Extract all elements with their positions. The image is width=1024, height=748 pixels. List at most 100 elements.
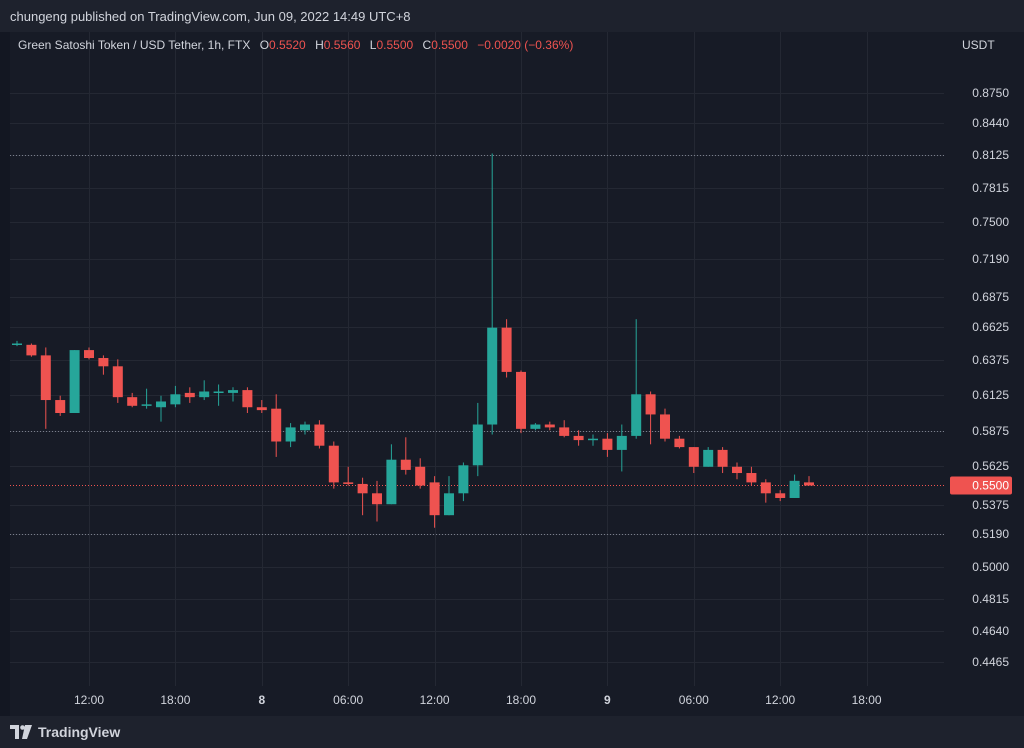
change-value: −0.0020 (−0.36%) xyxy=(477,38,574,52)
candle-body xyxy=(544,424,555,428)
candle-body xyxy=(141,404,152,406)
publisher-text: chungeng published on TradingView.com, J… xyxy=(10,9,411,24)
tradingview-logo[interactable]: TradingView xyxy=(10,724,120,740)
candle-body xyxy=(559,427,570,436)
candle-body xyxy=(127,397,138,406)
time-tick-label: 12:00 xyxy=(74,693,104,707)
candle-body xyxy=(688,447,699,467)
brand-name: TradingView xyxy=(38,724,121,740)
current-price-label: 0.5500 xyxy=(972,479,1009,493)
price-tick-label: 0.7500 xyxy=(972,215,1009,229)
low-value: 0.5500 xyxy=(376,38,414,52)
time-tick-label: 12:00 xyxy=(765,693,795,707)
candle-body xyxy=(602,438,613,450)
time-tick-label: 9 xyxy=(604,693,611,707)
symbol-legend: Green Satoshi Token / USD Tether, 1h, FT… xyxy=(18,38,573,52)
close-value: 0.5500 xyxy=(431,38,468,52)
price-tick-label: 0.5625 xyxy=(972,459,1009,473)
currency-unit-label: USDT xyxy=(962,38,995,52)
candle-body xyxy=(775,493,786,498)
candle-body xyxy=(746,473,757,483)
price-tick-label: 0.5375 xyxy=(972,498,1009,512)
symbol-title: Green Satoshi Token / USD Tether, 1h, FT… xyxy=(18,38,251,52)
chart-area[interactable]: 0.8750 0.8440 0.8125 0.7815 0.7500 0.7190 0.68… xyxy=(10,32,1024,716)
close-label: C xyxy=(422,38,432,52)
candle-body xyxy=(242,390,253,408)
high-value: 0.5560 xyxy=(323,38,361,52)
candle-body xyxy=(357,483,368,494)
candle-body xyxy=(170,394,181,405)
price-tick-label: 0.4815 xyxy=(972,592,1009,606)
price-tick-label: 0.8440 xyxy=(972,116,1009,130)
candle-body xyxy=(789,480,800,498)
candle-body xyxy=(98,358,109,367)
price-tick-label: 0.4465 xyxy=(972,655,1009,669)
candle-body xyxy=(256,407,267,411)
candle-body xyxy=(343,482,354,484)
candle-body xyxy=(228,390,238,393)
publisher-bar: chungeng published on TradingView.com, J… xyxy=(0,0,1024,32)
candle-body xyxy=(588,438,598,441)
low-label: L xyxy=(369,38,377,52)
candle-body xyxy=(386,459,397,505)
candle-body xyxy=(760,482,771,494)
current-price-badge xyxy=(950,476,1012,495)
candle-body xyxy=(271,408,282,442)
candle-body xyxy=(501,327,512,372)
candle-body xyxy=(631,394,642,436)
open-label: O xyxy=(259,38,270,52)
candle-body xyxy=(55,400,66,413)
candle-body xyxy=(84,350,94,359)
candle-body xyxy=(112,366,123,398)
candle-body xyxy=(12,343,22,345)
candle-body xyxy=(199,391,210,398)
candle-body xyxy=(573,435,584,441)
candle-body xyxy=(732,466,742,474)
candle-body xyxy=(328,445,339,483)
price-tick-label: 0.6375 xyxy=(972,353,1009,367)
candle-body xyxy=(516,371,526,429)
candle-body xyxy=(300,424,310,431)
price-tick-label: 0.4640 xyxy=(972,624,1009,638)
candle-body xyxy=(40,355,51,401)
candle-body xyxy=(487,327,498,425)
price-tick-label: 0.5190 xyxy=(972,527,1009,541)
price-tick-label: 0.6125 xyxy=(972,388,1009,402)
price-tick-label: 0.5000 xyxy=(972,560,1009,574)
price-tick-label: 0.8750 xyxy=(972,86,1009,100)
candle-body xyxy=(26,344,37,356)
candle-body xyxy=(660,414,670,439)
candle-body xyxy=(645,394,656,415)
candle-body xyxy=(616,435,627,450)
time-tick-label: 12:00 xyxy=(420,693,450,707)
candle-body xyxy=(372,493,382,505)
candle-body xyxy=(458,465,469,494)
candle-body xyxy=(804,482,814,486)
time-tick-label: 18:00 xyxy=(160,693,190,707)
candle-body xyxy=(674,438,685,448)
high-label: H xyxy=(315,38,324,52)
candle-body xyxy=(184,392,195,398)
candle-body xyxy=(415,466,426,486)
price-tick-label: 0.5875 xyxy=(972,424,1009,438)
candle-body xyxy=(69,350,80,413)
candle-body xyxy=(472,424,483,466)
price-tick-label: 0.7190 xyxy=(972,252,1009,266)
price-tick-label: 0.6625 xyxy=(972,320,1009,334)
candle-body xyxy=(314,424,325,446)
price-tick-label: 0.6875 xyxy=(972,290,1009,304)
candlestick-chart[interactable]: 0.8750 0.8440 0.8125 0.7815 0.7500 0.7190 0.68… xyxy=(10,32,1024,716)
candle-body xyxy=(285,427,296,442)
time-tick-label: 18:00 xyxy=(506,693,536,707)
candle-body xyxy=(400,459,411,470)
time-tick-label: 8 xyxy=(258,693,265,707)
tradingview-logo-icon xyxy=(10,725,32,739)
candle-body xyxy=(213,391,224,393)
candle-body xyxy=(717,449,728,467)
candle-body xyxy=(429,482,440,516)
time-tick-label: 18:00 xyxy=(852,693,882,707)
footer-bar: TradingView xyxy=(0,716,1024,748)
candle-body xyxy=(703,449,714,467)
price-tick-label: 0.8125 xyxy=(972,148,1009,162)
time-tick-label: 06:00 xyxy=(679,693,709,707)
